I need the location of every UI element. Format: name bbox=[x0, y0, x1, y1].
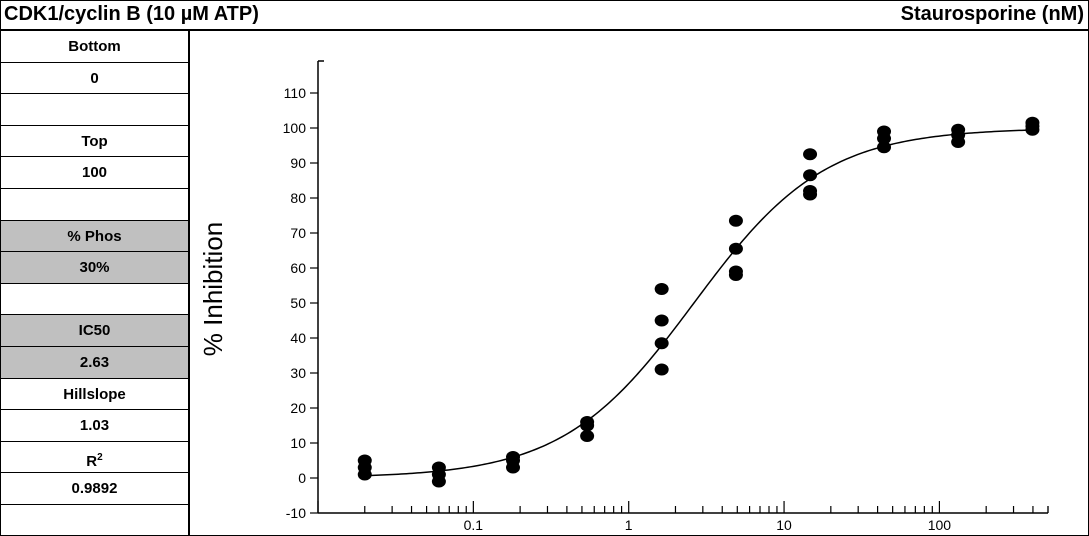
param-cell: R2 bbox=[1, 442, 188, 473]
x-axis: 0.1 1 10 100 bbox=[317, 501, 1049, 533]
x-tick-label: 10 bbox=[776, 517, 792, 533]
data-point bbox=[877, 141, 892, 154]
param-cell: 100 bbox=[1, 157, 188, 189]
data-point bbox=[654, 363, 669, 376]
y-tick-label: -10 bbox=[286, 505, 306, 521]
data-point bbox=[357, 468, 372, 481]
data-point bbox=[728, 269, 743, 281]
compound-title: Staurosporine (nM) bbox=[900, 3, 1084, 25]
data-point bbox=[951, 136, 966, 148]
data-point bbox=[728, 242, 743, 255]
y-tick-label: 110 bbox=[284, 85, 307, 101]
data-point bbox=[728, 214, 743, 227]
y-axis-label: % Inhibition bbox=[198, 222, 228, 356]
header-bar: CDK1/cyclin B (10 µM ATP) Staurosporine … bbox=[1, 1, 1088, 31]
data-point bbox=[803, 169, 818, 182]
param-cell: 0 bbox=[1, 63, 188, 94]
y-tick-label: 50 bbox=[290, 295, 306, 311]
param-cell bbox=[1, 284, 188, 315]
y-tick-label: 70 bbox=[290, 225, 306, 241]
param-cell: Hillslope bbox=[1, 379, 188, 410]
param-cell bbox=[1, 94, 188, 126]
data-point bbox=[654, 314, 669, 327]
y-tick-label: 90 bbox=[290, 155, 306, 171]
y-tick-label: 20 bbox=[290, 400, 306, 416]
data-point bbox=[506, 461, 521, 474]
data-point bbox=[1025, 123, 1040, 136]
param-cell: IC50 bbox=[1, 315, 188, 347]
param-cell: Bottom bbox=[1, 31, 188, 63]
y-tick-label: 80 bbox=[290, 190, 306, 206]
x-tick-label: 0.1 bbox=[464, 517, 484, 533]
param-cell: Top bbox=[1, 126, 188, 157]
y-tick-label: 0 bbox=[298, 470, 306, 486]
y-tick-label: 40 bbox=[290, 330, 306, 346]
y-tick-label: 30 bbox=[290, 365, 306, 381]
y-tick-label: 10 bbox=[290, 435, 306, 451]
data-point bbox=[580, 419, 595, 432]
fit-curve bbox=[364, 129, 1033, 477]
param-cell: 0.9892 bbox=[1, 473, 188, 505]
y-tick-label: 100 bbox=[283, 120, 307, 136]
x-tick-label: 100 bbox=[928, 517, 952, 533]
data-point bbox=[431, 475, 446, 488]
data-points bbox=[357, 116, 1040, 488]
param-cell: 1.03 bbox=[1, 410, 188, 442]
param-cell: % Phos bbox=[1, 221, 188, 252]
param-cell bbox=[1, 189, 188, 221]
x-tick-label: 1 bbox=[625, 517, 633, 533]
y-tick-label: 60 bbox=[290, 260, 306, 276]
parameters-table: Bottom 0 Top 100 % Phos 30% IC50 2.63 Hillslope 1… bbox=[1, 31, 190, 535]
data-point bbox=[654, 283, 669, 295]
y-axis: -10 0 10 20 30 40 50 60 70 80 90 100 110 bbox=[283, 60, 324, 521]
param-cell: 2.63 bbox=[1, 347, 188, 379]
data-point bbox=[877, 132, 892, 145]
data-point bbox=[803, 148, 818, 161]
param-cell: 30% bbox=[1, 252, 188, 284]
data-point bbox=[580, 430, 595, 442]
assay-title: CDK1/cyclin B (10 µM ATP) bbox=[4, 3, 259, 25]
data-point bbox=[803, 188, 818, 201]
data-point bbox=[654, 337, 669, 350]
